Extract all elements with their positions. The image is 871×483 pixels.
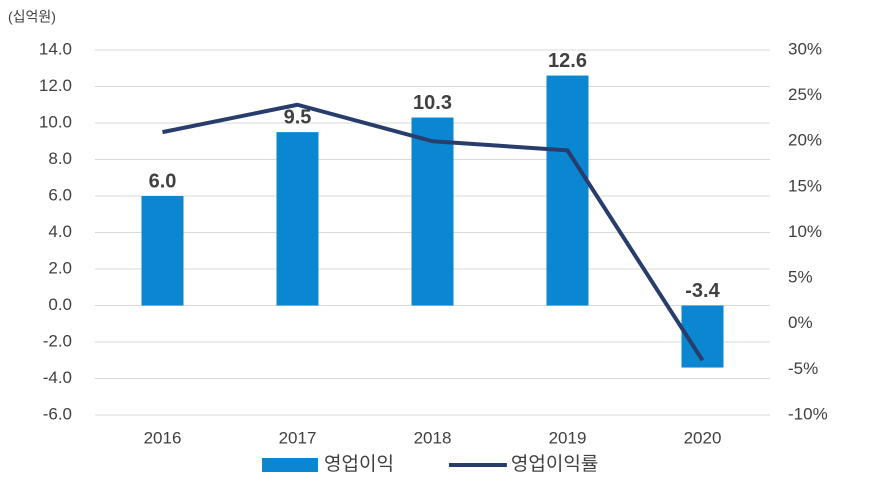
x-tick-label: 2017 bbox=[279, 428, 317, 447]
data-label: 10.3 bbox=[413, 92, 452, 114]
legend-swatch bbox=[262, 458, 318, 472]
unit-label: (십억원) bbox=[8, 9, 56, 25]
y2-tick-label: 30% bbox=[788, 39, 822, 58]
legend-label: 영업이익률 bbox=[511, 453, 598, 475]
x-tick-label: 2020 bbox=[684, 428, 722, 447]
y2-tick-label: 0% bbox=[788, 313, 813, 332]
y-tick-label: 4.0 bbox=[48, 222, 72, 241]
y-tick-label: -4.0 bbox=[43, 368, 72, 387]
y2-tick-label: -10% bbox=[788, 404, 828, 423]
data-label: 12.6 bbox=[548, 50, 587, 72]
y-tick-label: 0.0 bbox=[48, 295, 72, 314]
y-tick-label: 14.0 bbox=[39, 39, 72, 58]
bar bbox=[411, 117, 454, 306]
y-tick-label: 10.0 bbox=[39, 112, 72, 131]
y2-tick-label: -5% bbox=[788, 359, 818, 378]
x-tick-label: 2016 bbox=[144, 428, 182, 447]
y-tick-label: 8.0 bbox=[48, 149, 72, 168]
y-tick-label: -2.0 bbox=[43, 331, 72, 350]
y2-tick-label: 25% bbox=[788, 85, 822, 104]
y-tick-label: 2.0 bbox=[48, 258, 72, 277]
bar bbox=[276, 132, 319, 306]
y2-tick-label: 15% bbox=[788, 176, 822, 195]
x-tick-label: 2018 bbox=[414, 428, 452, 447]
bar bbox=[546, 75, 589, 306]
y2-tick-label: 10% bbox=[788, 222, 822, 241]
data-label: 9.5 bbox=[284, 106, 312, 128]
data-label: 6.0 bbox=[149, 170, 177, 192]
y-tick-label: 6.0 bbox=[48, 185, 72, 204]
x-tick-label: 2019 bbox=[549, 428, 587, 447]
data-label: -3.4 bbox=[685, 280, 720, 302]
y-tick-label: 12.0 bbox=[39, 76, 72, 95]
y2-tick-label: 5% bbox=[788, 268, 813, 287]
y-tick-label: -6.0 bbox=[43, 404, 72, 423]
legend-label: 영업이익 bbox=[324, 453, 394, 475]
line bbox=[162, 102, 705, 362]
bar bbox=[141, 196, 184, 306]
y2-tick-label: 20% bbox=[788, 131, 822, 150]
